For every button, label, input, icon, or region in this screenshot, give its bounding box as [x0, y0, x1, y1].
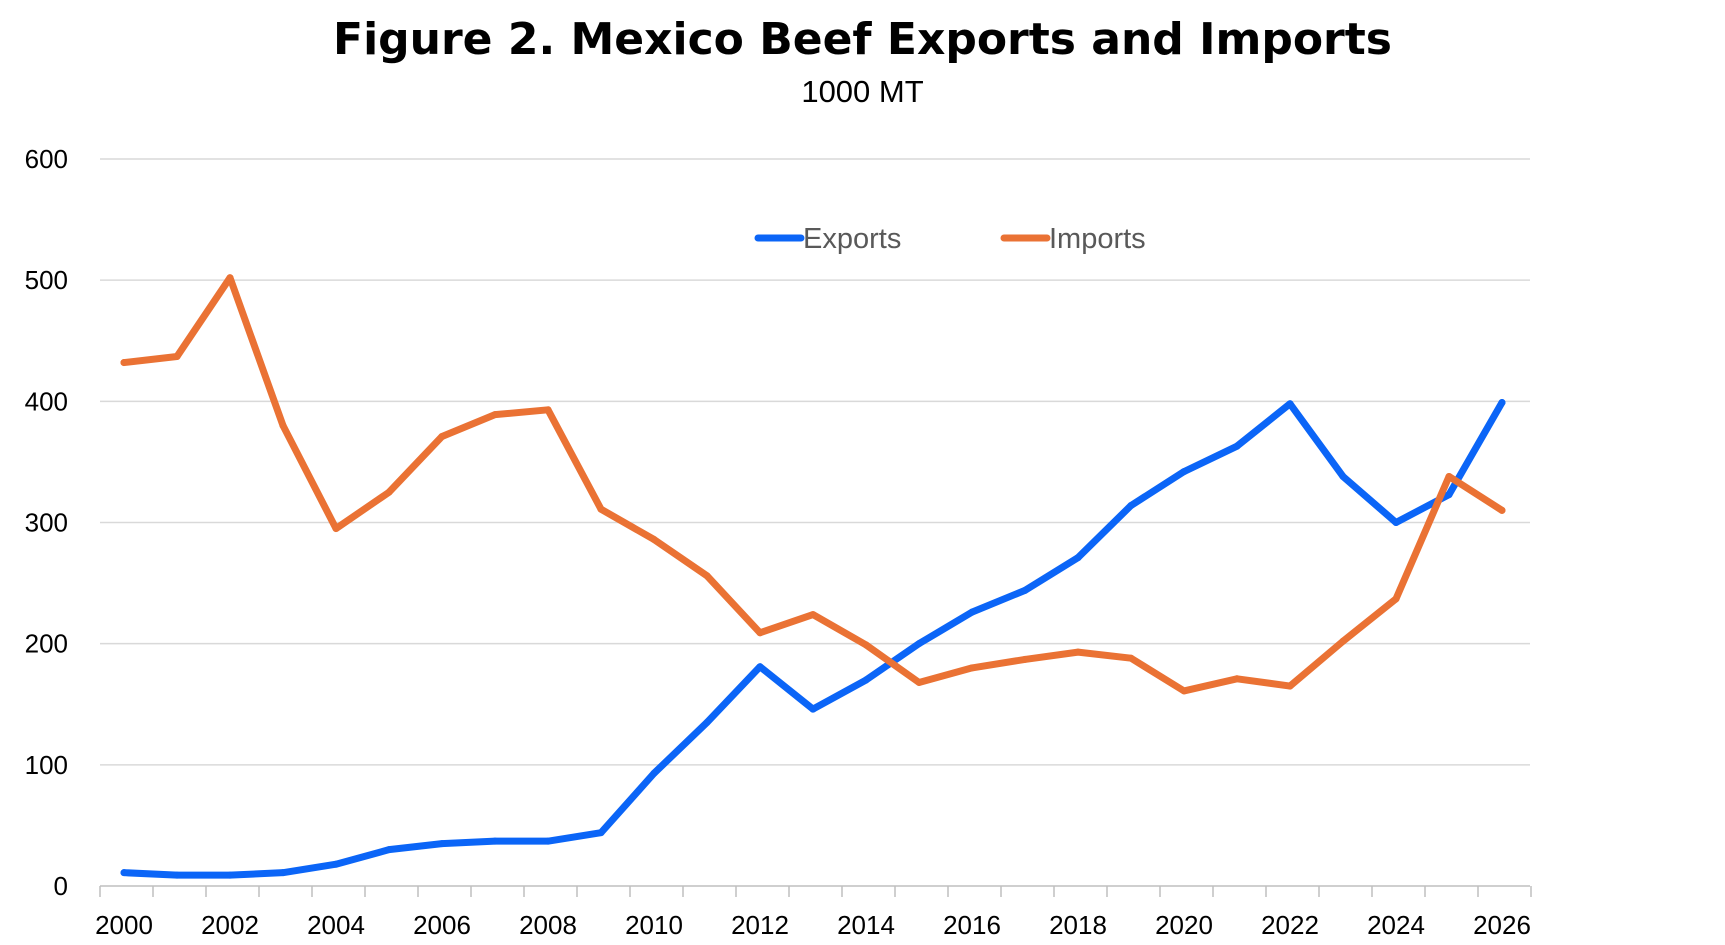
x-tick-label: 2016: [943, 910, 1001, 940]
imports-point: [597, 505, 605, 513]
imports-point: [809, 611, 817, 619]
imports-point: [279, 422, 287, 430]
exports-point: [1180, 468, 1188, 476]
exports-point: [1498, 399, 1506, 407]
series-exports: [120, 399, 1506, 879]
imports-line: [120, 274, 1506, 695]
exports-point: [226, 871, 234, 879]
imports-point: [650, 535, 658, 543]
exports-point: [544, 837, 552, 845]
exports-point: [597, 829, 605, 837]
imports-point: [173, 353, 181, 361]
exports-point: [650, 769, 658, 777]
exports-point: [1021, 586, 1029, 594]
x-tick-label: 2004: [307, 910, 365, 940]
exports-point: [756, 663, 764, 671]
imports-point: [491, 411, 499, 419]
chart-title: Figure 2. Mexico Beef Exports and Import…: [333, 14, 1392, 65]
imports-point: [756, 629, 764, 637]
x-tick-label: 2026: [1473, 910, 1531, 940]
imports-point: [1180, 687, 1188, 695]
imports-point: [862, 641, 870, 649]
y-tick-label: 100: [25, 750, 68, 780]
exports-point: [1286, 400, 1294, 408]
exports-point: [915, 640, 923, 648]
imports-point: [1127, 654, 1135, 662]
legend-label-exports: Exports: [803, 223, 901, 255]
series-lines: [120, 274, 1506, 879]
y-tick-label: 400: [25, 386, 68, 416]
imports-point: [1074, 648, 1082, 656]
imports-point: [120, 359, 128, 367]
exports-point: [1339, 472, 1347, 480]
imports-point: [1339, 637, 1347, 645]
imports-point: [915, 678, 923, 686]
series-imports: [120, 274, 1506, 695]
x-tick-label: 2006: [413, 910, 471, 940]
imports-point: [968, 664, 976, 672]
exports-point: [1233, 442, 1241, 450]
exports-point: [1074, 554, 1082, 562]
exports-point: [1445, 491, 1453, 499]
x-tick-label: 2024: [1367, 910, 1425, 940]
legend: Exports Imports: [754, 223, 1146, 255]
imports-point: [438, 432, 446, 440]
x-tick-label: 2018: [1049, 910, 1107, 940]
y-tick-label: 600: [25, 144, 68, 174]
exports-point: [332, 860, 340, 868]
x-tick-label: 2000: [95, 910, 153, 940]
imports-point: [385, 488, 393, 496]
y-axis: 0 100 200 300 400 500 600: [25, 144, 68, 901]
exports-point: [279, 869, 287, 877]
x-tick-label: 2022: [1261, 910, 1319, 940]
x-tick-label: 2020: [1155, 910, 1213, 940]
imports-point: [544, 406, 552, 414]
imports-point: [1498, 506, 1506, 514]
exports-point: [862, 676, 870, 684]
y-tick-label: 300: [25, 508, 68, 538]
imports-point: [1233, 675, 1241, 683]
x-tick-label: 2014: [837, 910, 895, 940]
x-tick-label: 2008: [519, 910, 577, 940]
imports-point: [226, 274, 234, 282]
imports-point: [1445, 472, 1453, 480]
x-tick-label: 2012: [731, 910, 789, 940]
exports-point: [173, 871, 181, 879]
imports-point: [1021, 655, 1029, 663]
exports-point: [385, 846, 393, 854]
chart-subtitle: 1000 MT: [801, 74, 924, 109]
legend-label-imports: Imports: [1049, 223, 1146, 255]
x-tick-labels: 2000 2002 2004 2006 2008 2010 2012 2014 2016 2018…: [95, 910, 1531, 940]
exports-point: [968, 608, 976, 616]
imports-point: [1286, 682, 1294, 690]
exports-point: [120, 869, 128, 877]
exports-point: [703, 718, 711, 726]
y-tick-label: 200: [25, 629, 68, 659]
exports-point: [491, 837, 499, 845]
imports-point: [1392, 595, 1400, 603]
imports-point: [703, 572, 711, 580]
imports-point: [332, 525, 340, 533]
x-axis: [99, 885, 1532, 897]
x-tick-label: 2002: [201, 910, 259, 940]
exports-point: [1392, 519, 1400, 526]
y-tick-label: 0: [54, 871, 68, 901]
x-tick-label: 2010: [625, 910, 683, 940]
exports-point: [809, 705, 817, 713]
y-tick-label: 500: [25, 265, 68, 295]
exports-point: [438, 840, 446, 848]
exports-point: [1127, 502, 1135, 510]
exports-line: [120, 399, 1506, 879]
